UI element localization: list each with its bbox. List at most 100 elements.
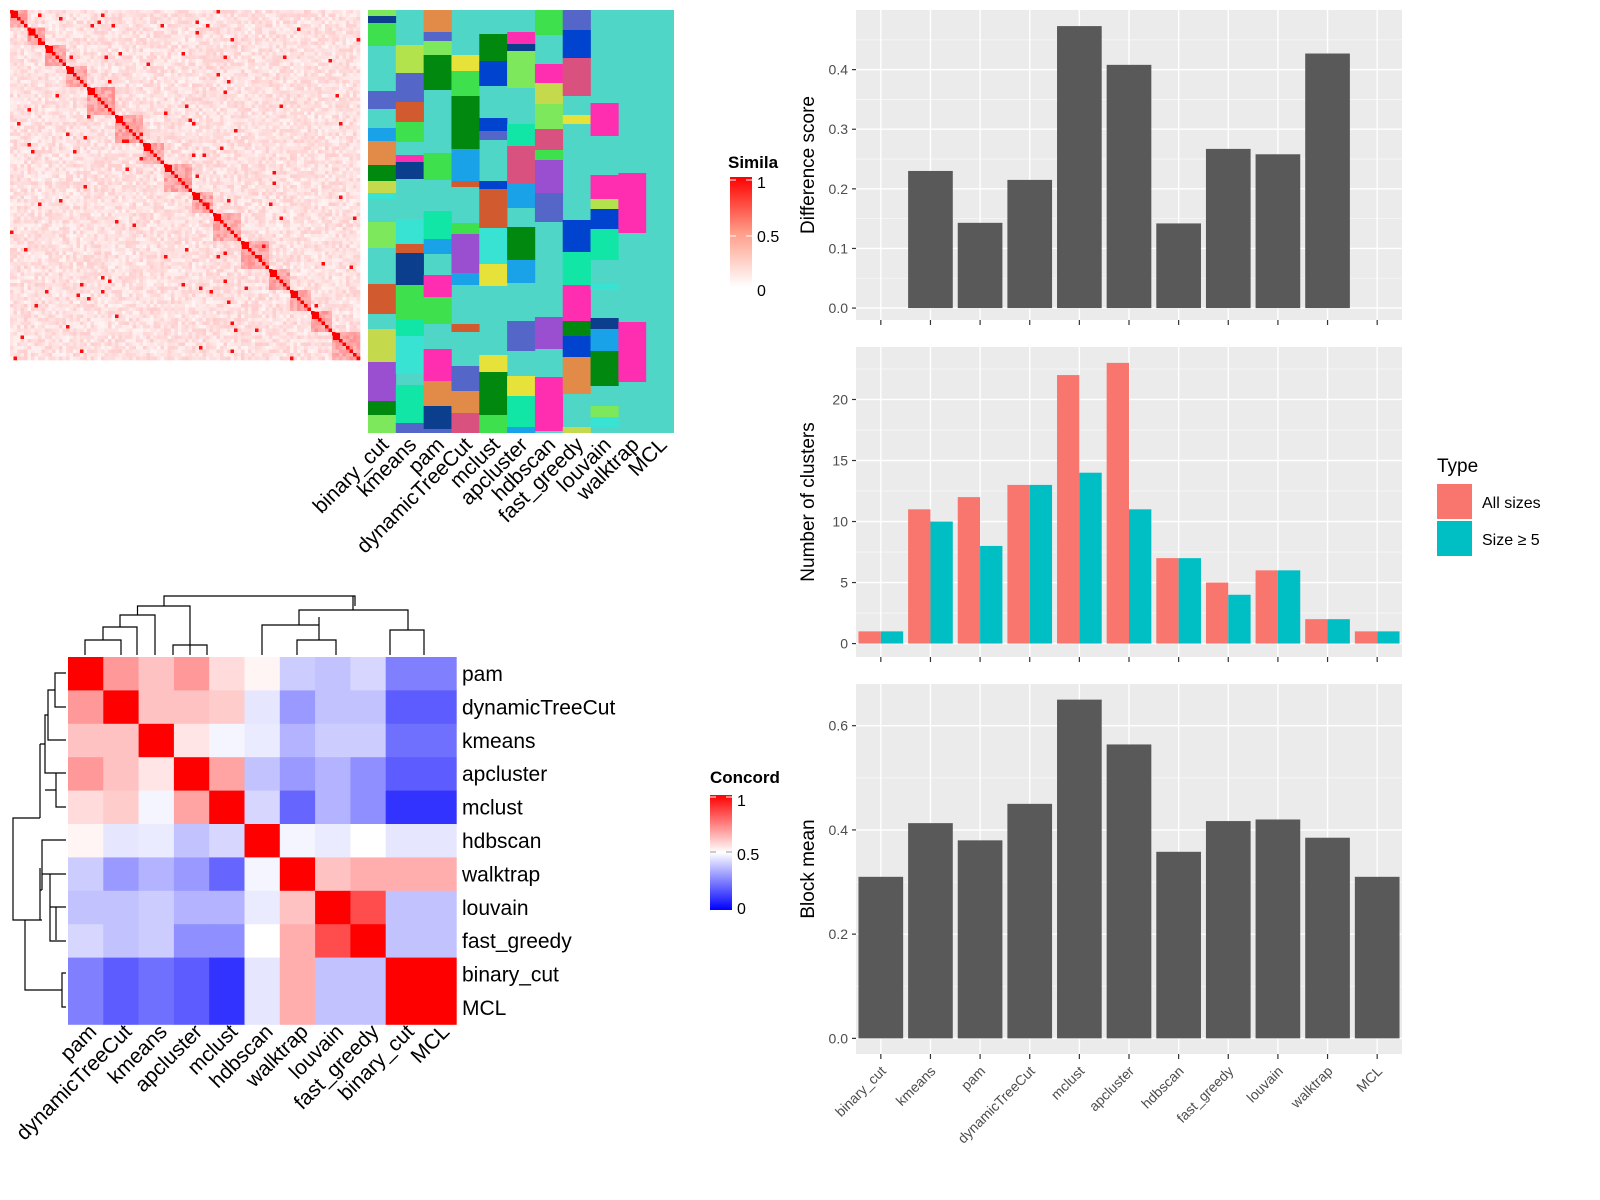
- similarity-cell: [76, 55, 81, 60]
- similarity-cell: [325, 167, 329, 172]
- similarity-cell: [227, 115, 231, 119]
- similarity-cell: [318, 108, 322, 112]
- similarity-cell: [297, 139, 301, 144]
- similarity-cell: [272, 38, 277, 42]
- similarity-cell: [241, 101, 245, 105]
- similarity-cell: [328, 111, 333, 116]
- similarity-cell: [108, 139, 112, 144]
- similarity-cell: [52, 13, 56, 18]
- similarity-cell: [83, 139, 88, 144]
- similarity-cell: [283, 143, 287, 147]
- similarity-cell: [244, 178, 249, 182]
- similarity-cell: [94, 122, 98, 126]
- similarity-cell: [143, 164, 147, 168]
- similarity-cell: [153, 73, 158, 77]
- similarity-cell: [87, 41, 91, 46]
- similarity-cell: [346, 55, 350, 60]
- similarity-cell: [356, 101, 361, 105]
- similarity-cell: [258, 171, 263, 175]
- similarity-cell: [146, 69, 151, 74]
- similarity-cell: [304, 48, 308, 53]
- similarity-cell: [48, 10, 53, 14]
- similarity-cell: [234, 90, 238, 95]
- similarity-cell: [24, 94, 28, 98]
- similarity-cell: [20, 171, 25, 175]
- similarity-cell: [206, 146, 210, 151]
- similarity-cell: [307, 31, 312, 35]
- similarity-cell: [111, 90, 116, 95]
- similarity-cell: [146, 38, 151, 42]
- similarity-cell: [69, 181, 74, 186]
- similarity-cell: [111, 136, 116, 140]
- similarity-cell: [122, 136, 126, 140]
- similarity-cell: [332, 104, 336, 109]
- similarity-cell: [241, 83, 245, 88]
- similarity-cell: [188, 38, 193, 42]
- similarity-cell: [83, 45, 88, 49]
- similarity-cell: [143, 27, 147, 32]
- similarity-cell: [185, 104, 189, 109]
- similarity-cell: [199, 146, 203, 151]
- similarity-cell: [73, 146, 77, 151]
- similarity-cell: [258, 13, 263, 18]
- similarity-cell: [244, 143, 249, 147]
- similarity-cell: [34, 76, 39, 81]
- similarity-cell: [157, 146, 161, 151]
- similarity-cell: [153, 143, 158, 147]
- similarity-cell: [195, 76, 200, 81]
- similarity-cell: [139, 66, 144, 70]
- similarity-cell: [167, 153, 172, 158]
- similarity-cell: [297, 20, 301, 25]
- similarity-cell: [48, 59, 53, 63]
- similarity-cell: [24, 174, 28, 179]
- similarity-cell: [332, 66, 336, 70]
- similarity-cell: [80, 24, 84, 28]
- similarity-cell: [41, 157, 46, 161]
- similarity-cell: [244, 31, 249, 35]
- similarity-cell: [251, 125, 256, 130]
- similarity-cell: [108, 122, 112, 126]
- similarity-cell: [122, 160, 126, 165]
- similarity-cell: [41, 48, 46, 53]
- similarity-cell: [171, 80, 175, 84]
- similarity-cell: [34, 136, 39, 140]
- similarity-cell: [290, 59, 294, 63]
- similarity-cell: [199, 97, 203, 102]
- similarity-cell: [251, 45, 256, 49]
- similarity-cell: [342, 178, 347, 182]
- similarity-cell: [24, 48, 28, 53]
- similarity-cell: [206, 111, 210, 116]
- similarity-cell: [66, 20, 70, 25]
- similarity-cell: [146, 94, 151, 98]
- similarity-cell: [314, 104, 319, 109]
- similarity-cell: [346, 164, 350, 168]
- similarity-cell: [115, 143, 119, 147]
- similarity-cell: [97, 41, 102, 46]
- similarity-cell: [174, 94, 179, 98]
- similarity-cell: [353, 80, 357, 84]
- similarity-cell: [129, 52, 133, 56]
- similarity-cell: [146, 45, 151, 49]
- similarity-cell: [188, 20, 193, 25]
- similarity-cell: [171, 45, 175, 49]
- similarity-cell: [59, 24, 63, 28]
- similarity-cell: [353, 76, 357, 81]
- similarity-cell: [160, 10, 165, 14]
- similarity-cell: [87, 80, 91, 84]
- similarity-cell: [216, 132, 221, 137]
- similarity-cell: [216, 153, 221, 158]
- similarity-cell: [251, 27, 256, 32]
- similarity-cell: [335, 143, 340, 147]
- similarity-cell: [108, 157, 112, 161]
- similarity-cell: [185, 150, 189, 154]
- similarity-cell: [202, 164, 207, 168]
- similarity-cell: [174, 125, 179, 130]
- similarity-cell: [269, 97, 273, 102]
- similarity-cell: [258, 164, 263, 168]
- similarity-cell: [143, 167, 147, 172]
- similarity-cell: [356, 13, 361, 18]
- similarity-cell: [10, 129, 14, 133]
- similarity-cell: [223, 118, 228, 123]
- similarity-cell: [13, 181, 18, 186]
- similarity-cell: [293, 66, 298, 70]
